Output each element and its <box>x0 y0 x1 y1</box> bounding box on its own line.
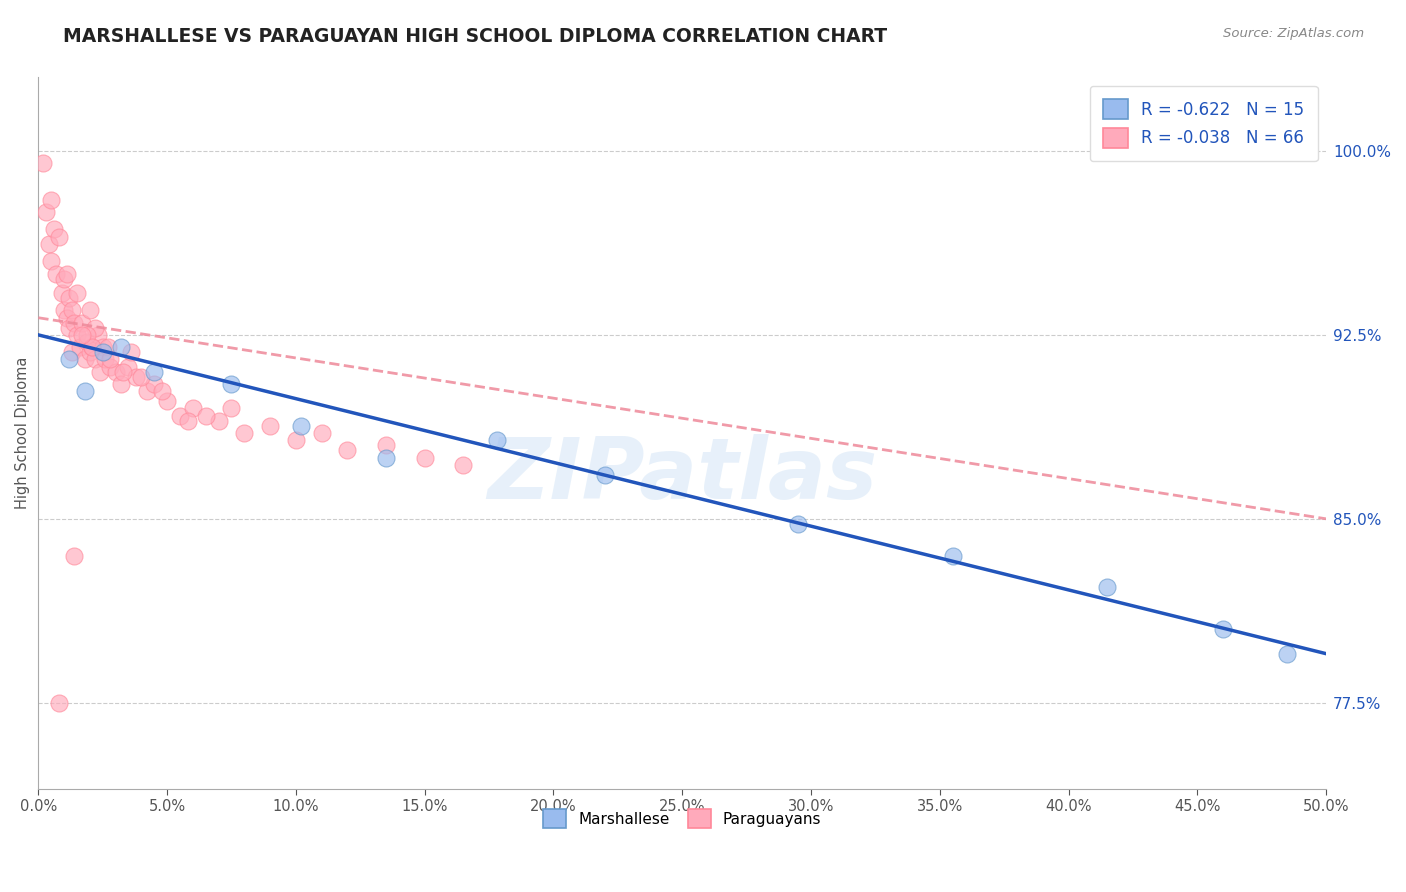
Point <box>375 450 398 465</box>
Point <box>79 303 101 318</box>
Point <box>104 365 127 379</box>
Point <box>91 345 114 359</box>
Point <box>60 303 83 318</box>
Point <box>290 418 312 433</box>
Point <box>82 340 104 354</box>
Point <box>120 345 142 359</box>
Point <box>413 450 436 465</box>
Point <box>39 254 62 268</box>
Point <box>63 316 86 330</box>
Point <box>110 340 132 354</box>
Point <box>91 340 114 354</box>
Point <box>39 193 62 207</box>
Point <box>79 345 101 359</box>
Point <box>135 384 157 399</box>
Point <box>942 549 965 563</box>
Point <box>143 365 166 379</box>
Point <box>53 303 76 318</box>
Text: Source: ZipAtlas.com: Source: ZipAtlas.com <box>1223 27 1364 40</box>
Point <box>42 222 65 236</box>
Point <box>51 286 73 301</box>
Point <box>110 376 132 391</box>
Legend: Marshallese, Paraguayans: Marshallese, Paraguayans <box>537 804 828 834</box>
Point <box>45 267 67 281</box>
Point <box>453 458 475 472</box>
Point <box>60 345 83 359</box>
Point <box>97 340 120 354</box>
Point <box>73 384 96 399</box>
Point <box>221 376 243 391</box>
Point <box>233 425 256 440</box>
Point <box>48 696 70 710</box>
Point <box>311 425 333 440</box>
Point <box>143 376 166 391</box>
Point <box>35 205 58 219</box>
Point <box>58 320 80 334</box>
Point <box>84 352 107 367</box>
Point <box>69 340 91 354</box>
Point <box>55 267 77 281</box>
Point <box>58 291 80 305</box>
Point <box>117 359 139 374</box>
Point <box>66 327 89 342</box>
Point <box>63 549 86 563</box>
Point <box>375 438 398 452</box>
Point <box>787 516 810 531</box>
Point <box>70 316 93 330</box>
Point <box>221 401 243 416</box>
Point <box>593 467 616 482</box>
Point <box>336 443 359 458</box>
Point <box>32 156 55 170</box>
Point <box>58 352 80 367</box>
Point <box>70 327 93 342</box>
Point <box>259 418 281 433</box>
Text: MARSHALLESE VS PARAGUAYAN HIGH SCHOOL DIPLOMA CORRELATION CHART: MARSHALLESE VS PARAGUAYAN HIGH SCHOOL DI… <box>63 27 887 45</box>
Point <box>66 286 89 301</box>
Point <box>177 414 200 428</box>
Point <box>48 229 70 244</box>
Point <box>53 271 76 285</box>
Point <box>82 340 104 354</box>
Point <box>150 384 173 399</box>
Point <box>94 352 117 367</box>
Point <box>1212 622 1234 636</box>
Point <box>84 320 107 334</box>
Point <box>76 327 98 342</box>
Point <box>131 369 153 384</box>
Point <box>112 365 135 379</box>
Point <box>76 335 98 350</box>
Point <box>86 327 108 342</box>
Text: ZIPatlas: ZIPatlas <box>486 434 877 517</box>
Point <box>181 401 204 416</box>
Point <box>100 359 122 374</box>
Point <box>55 310 77 325</box>
Point <box>125 369 148 384</box>
Point <box>1277 647 1299 661</box>
Point <box>38 237 60 252</box>
Point <box>169 409 191 423</box>
Point <box>89 365 111 379</box>
Point <box>156 394 179 409</box>
Point <box>1095 581 1118 595</box>
Point <box>284 434 307 448</box>
Point <box>194 409 217 423</box>
Point <box>73 352 96 367</box>
Point <box>100 352 122 367</box>
Point <box>207 414 229 428</box>
Point <box>485 434 508 448</box>
Y-axis label: High School Diploma: High School Diploma <box>15 357 30 509</box>
